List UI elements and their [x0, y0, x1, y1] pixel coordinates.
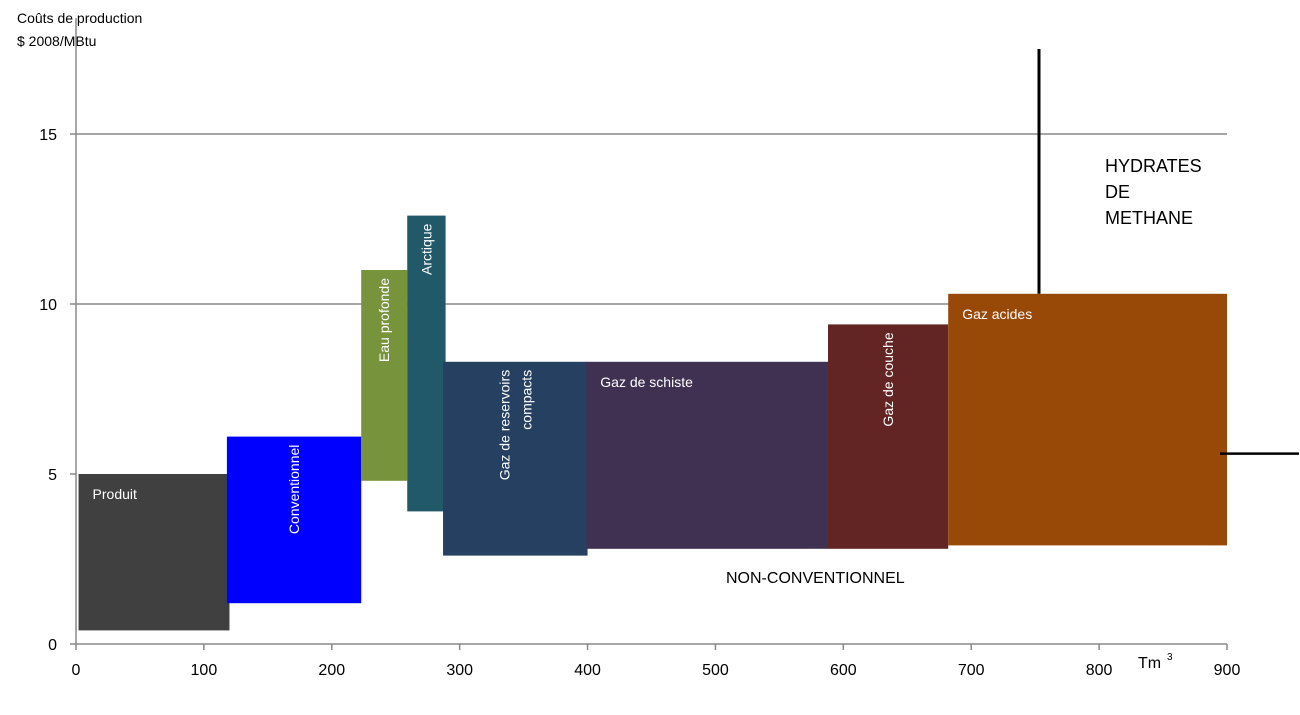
- block-1: [226, 436, 362, 604]
- x-tick-label-6: 600: [830, 662, 857, 679]
- x-axis-label: Tm: [1138, 655, 1161, 672]
- block-label-4-line1: Gaz de reservoirs: [496, 370, 512, 480]
- y-tick-label-2: 10: [39, 297, 57, 314]
- x-tick-label-9: 900: [1214, 662, 1241, 679]
- y-tick-label-3: 15: [39, 127, 57, 144]
- block-4: [443, 361, 588, 556]
- x-tick-label-8: 800: [1086, 662, 1113, 679]
- cost-blocks: [78, 215, 1227, 631]
- block-label-1: Conventionnel: [286, 445, 302, 535]
- y-axis-label-line1: Coûts de production: [17, 10, 143, 26]
- block-3: [407, 215, 446, 512]
- block-6: [827, 324, 949, 549]
- block-label-5: Gaz de schiste: [600, 374, 693, 390]
- hydrates-label-line3: METHANE: [1105, 208, 1194, 228]
- block-5: [586, 361, 828, 549]
- block-labels: Produit Conventionnel Eau profonde Arctique…: [93, 223, 1033, 534]
- block-2: [361, 270, 408, 481]
- y-tick-label-0: 0: [48, 637, 57, 654]
- x-tick-label-1: 100: [191, 662, 218, 679]
- block-7: [948, 293, 1227, 546]
- hydrates-label-line2: DE: [1105, 182, 1131, 202]
- block-label-7: Gaz acides: [962, 306, 1032, 322]
- hydrates-label: HYDRATES DE METHANE: [1105, 153, 1202, 231]
- block-label-3: Arctique: [418, 223, 434, 275]
- block-label-0: Produit: [93, 486, 137, 502]
- gridlines: [76, 133, 1227, 305]
- y-tick-label-1: 5: [48, 467, 57, 484]
- x-tick-label-2: 200: [318, 662, 345, 679]
- x-tick-label-4: 400: [574, 662, 601, 679]
- axes: 0 100 200 300 400 500 600 700 800 900 0 5 10 15 Tm 3: [39, 18, 1240, 679]
- block-0: [78, 474, 230, 631]
- non-conventional-annotation: NON-CONVENTIONNEL: [726, 570, 905, 587]
- x-tick-label-7: 700: [958, 662, 985, 679]
- block-label-6: Gaz de couche: [880, 332, 896, 426]
- x-tick-label-0: 0: [72, 662, 81, 679]
- hydrates-label-line1: HYDRATES: [1105, 156, 1202, 176]
- block-label-2: Eau profonde: [376, 278, 392, 362]
- hydrates-marker: [1037, 49, 1299, 455]
- block-label-4-line2: compacts: [518, 370, 534, 430]
- x-tick-label-3: 300: [446, 662, 473, 679]
- x-axis-label-superscript: 3: [1167, 652, 1173, 663]
- x-tick-label-5: 500: [702, 662, 729, 679]
